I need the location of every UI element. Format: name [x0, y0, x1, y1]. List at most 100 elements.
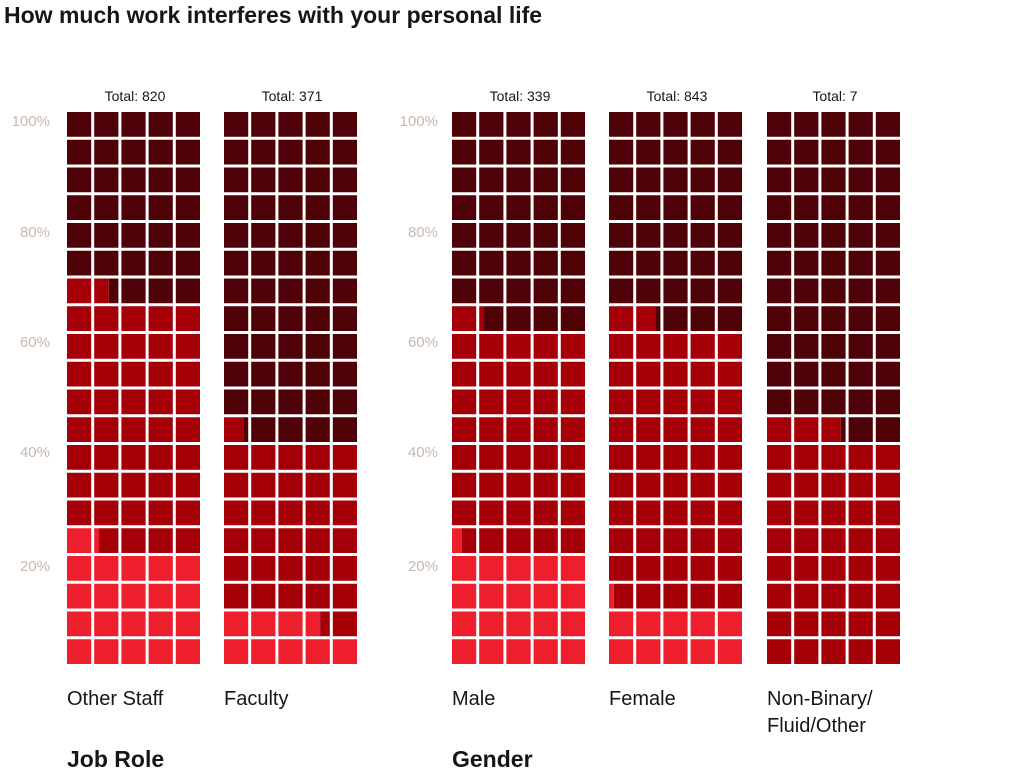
waffle-cell — [278, 500, 303, 526]
waffle-cell — [663, 556, 688, 581]
waffle-cell — [175, 306, 200, 331]
waffle-cell — [767, 583, 792, 609]
waffle-cell — [94, 472, 119, 498]
waffle-cell — [717, 445, 742, 470]
waffle-cell — [67, 583, 92, 609]
category-label-nonbinary: Non-Binary/ Fluid/Other — [767, 688, 873, 737]
waffle-cell — [251, 195, 276, 220]
waffle-cell — [506, 278, 531, 304]
waffle-cell — [94, 528, 100, 553]
waffle-cell — [848, 250, 873, 276]
waffle-cell — [821, 556, 846, 581]
waffle-cell — [224, 112, 249, 137]
waffle-cell — [332, 500, 357, 526]
waffle-cell — [224, 389, 249, 415]
waffle-cell — [821, 361, 846, 387]
waffle-cell — [636, 611, 661, 637]
waffle-cell — [251, 223, 276, 248]
waffle-cell — [452, 278, 477, 304]
waffle-cell — [175, 389, 200, 415]
total-label-faculty: Total: 371 — [261, 88, 323, 104]
waffle-cell — [690, 250, 715, 276]
waffle-cell — [690, 556, 715, 581]
waffle-cell — [121, 445, 146, 470]
waffle-cell — [663, 639, 688, 664]
waffle-cell — [278, 306, 303, 331]
waffle-cell — [251, 583, 276, 609]
waffle-cell — [848, 361, 873, 387]
waffle-cell — [794, 389, 819, 415]
waffle-cell — [767, 500, 792, 526]
waffle-cell — [794, 556, 819, 581]
waffle-cell — [690, 139, 715, 165]
waffle-cell — [251, 278, 276, 304]
waffle-cell — [821, 250, 846, 276]
waffle-cell — [148, 334, 173, 359]
waffle-cell — [875, 611, 900, 637]
waffle-cell — [175, 361, 200, 387]
waffle-cell — [94, 611, 119, 637]
waffle-cell — [148, 112, 173, 137]
waffle-cell — [121, 389, 146, 415]
waffle-cell — [533, 223, 558, 248]
waffle-cell — [251, 112, 276, 137]
waffle-cell — [479, 472, 504, 498]
waffle-cell — [175, 112, 200, 137]
waffle-cell — [305, 611, 321, 637]
waffle-cell — [767, 195, 792, 220]
waffle-cell — [224, 195, 249, 220]
waffle-cell — [875, 556, 900, 581]
waffle-cell — [560, 278, 585, 304]
waffle-cell — [663, 139, 688, 165]
waffle-cell — [767, 306, 792, 331]
waffle-cell — [67, 195, 92, 220]
waffle-cell — [332, 445, 357, 470]
waffle-cell — [560, 472, 585, 498]
waffle-cell — [121, 500, 146, 526]
waffle-cell — [305, 139, 330, 165]
group-label-job-role: Job Role — [67, 746, 165, 772]
waffle-cell — [609, 389, 634, 415]
total-label-female: Total: 843 — [646, 88, 708, 104]
waffle-cell — [251, 500, 276, 526]
waffle-cell — [175, 334, 200, 359]
waffle-cell — [533, 139, 558, 165]
waffle-cell — [332, 278, 357, 304]
waffle-cell — [794, 361, 819, 387]
waffle-cell — [121, 361, 146, 387]
waffle-cell — [875, 417, 900, 442]
waffle-cell — [533, 528, 558, 553]
waffle-cell — [609, 417, 634, 442]
waffle-cell — [94, 223, 119, 248]
waffle-cell — [875, 528, 900, 553]
waffle-cell — [560, 583, 585, 609]
waffle-cell — [690, 195, 715, 220]
waffle-cell — [278, 278, 303, 304]
waffle-cell — [224, 583, 249, 609]
waffle-cell — [305, 556, 330, 581]
waffle-cell — [506, 611, 531, 637]
waffle-cell — [848, 556, 873, 581]
waffle-cell — [848, 500, 873, 526]
waffle-cell — [305, 583, 330, 609]
waffle-cell — [479, 639, 504, 664]
waffle-cell — [690, 611, 715, 637]
waffle-cell — [794, 500, 819, 526]
waffle-cell — [479, 334, 504, 359]
waffle-cell — [560, 556, 585, 581]
waffle-cell — [717, 611, 742, 637]
waffle-cell — [305, 639, 330, 664]
waffle-cell — [609, 556, 634, 581]
waffle-cell — [67, 334, 92, 359]
waffle-cell — [767, 611, 792, 637]
waffle-cell — [452, 306, 477, 331]
waffle-cell — [121, 167, 146, 193]
waffle-cell — [875, 167, 900, 193]
waffle-cell — [479, 223, 504, 248]
waffle-panel-other-staff — [67, 112, 200, 664]
waffle-cell — [560, 139, 585, 165]
waffle-cell — [121, 611, 146, 637]
waffle-cell — [121, 583, 146, 609]
waffle-cell — [332, 334, 357, 359]
waffle-cell — [717, 306, 742, 331]
